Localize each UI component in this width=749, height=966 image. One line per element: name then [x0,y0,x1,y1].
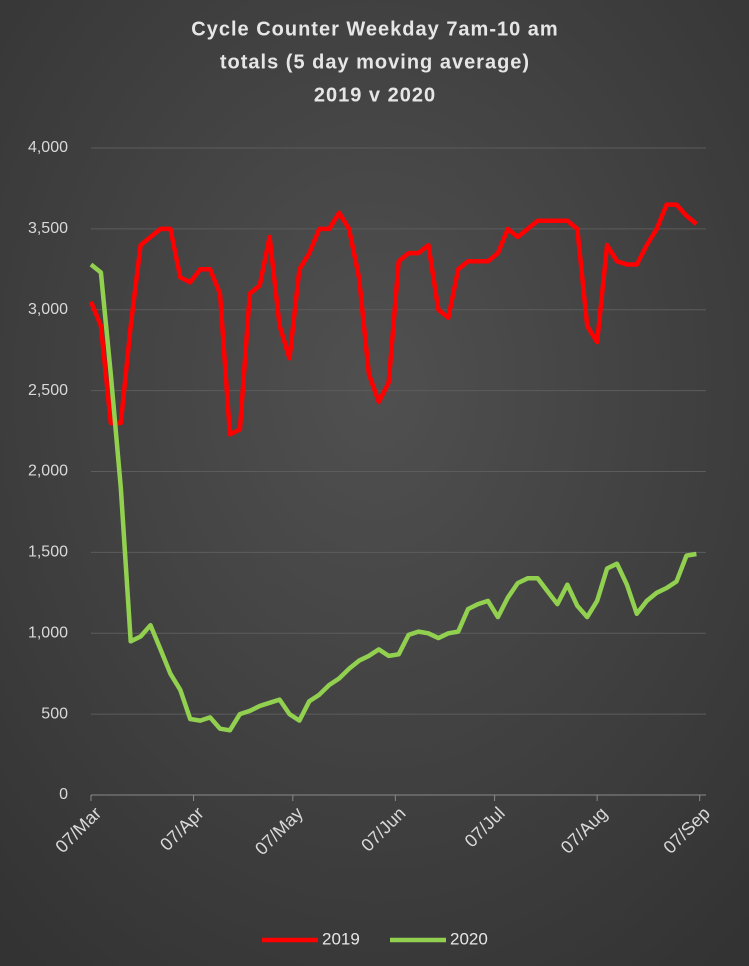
y-tick-label: 1,500 [28,544,68,561]
chart-title: 2019 v 2020 [314,84,436,106]
series-line [89,262,697,733]
y-tick-label: 3,000 [28,301,68,318]
chart-title: totals (5 day moving average) [220,51,530,73]
y-tick-label: 500 [41,705,68,722]
y-tick-label: 3,500 [28,220,68,237]
series-line [88,202,698,437]
y-tick-label: 1,000 [28,624,68,641]
y-tick-label: 2,000 [28,463,68,480]
chart-title: Cycle Counter Weekday 7am-10 am [191,18,558,40]
y-tick-label: 2,500 [28,382,68,399]
y-tick-label: 4,000 [28,139,68,156]
y-tick-label: 0 [59,786,68,803]
legend-label: 2019 [322,929,360,948]
legend-label: 2020 [450,929,488,948]
